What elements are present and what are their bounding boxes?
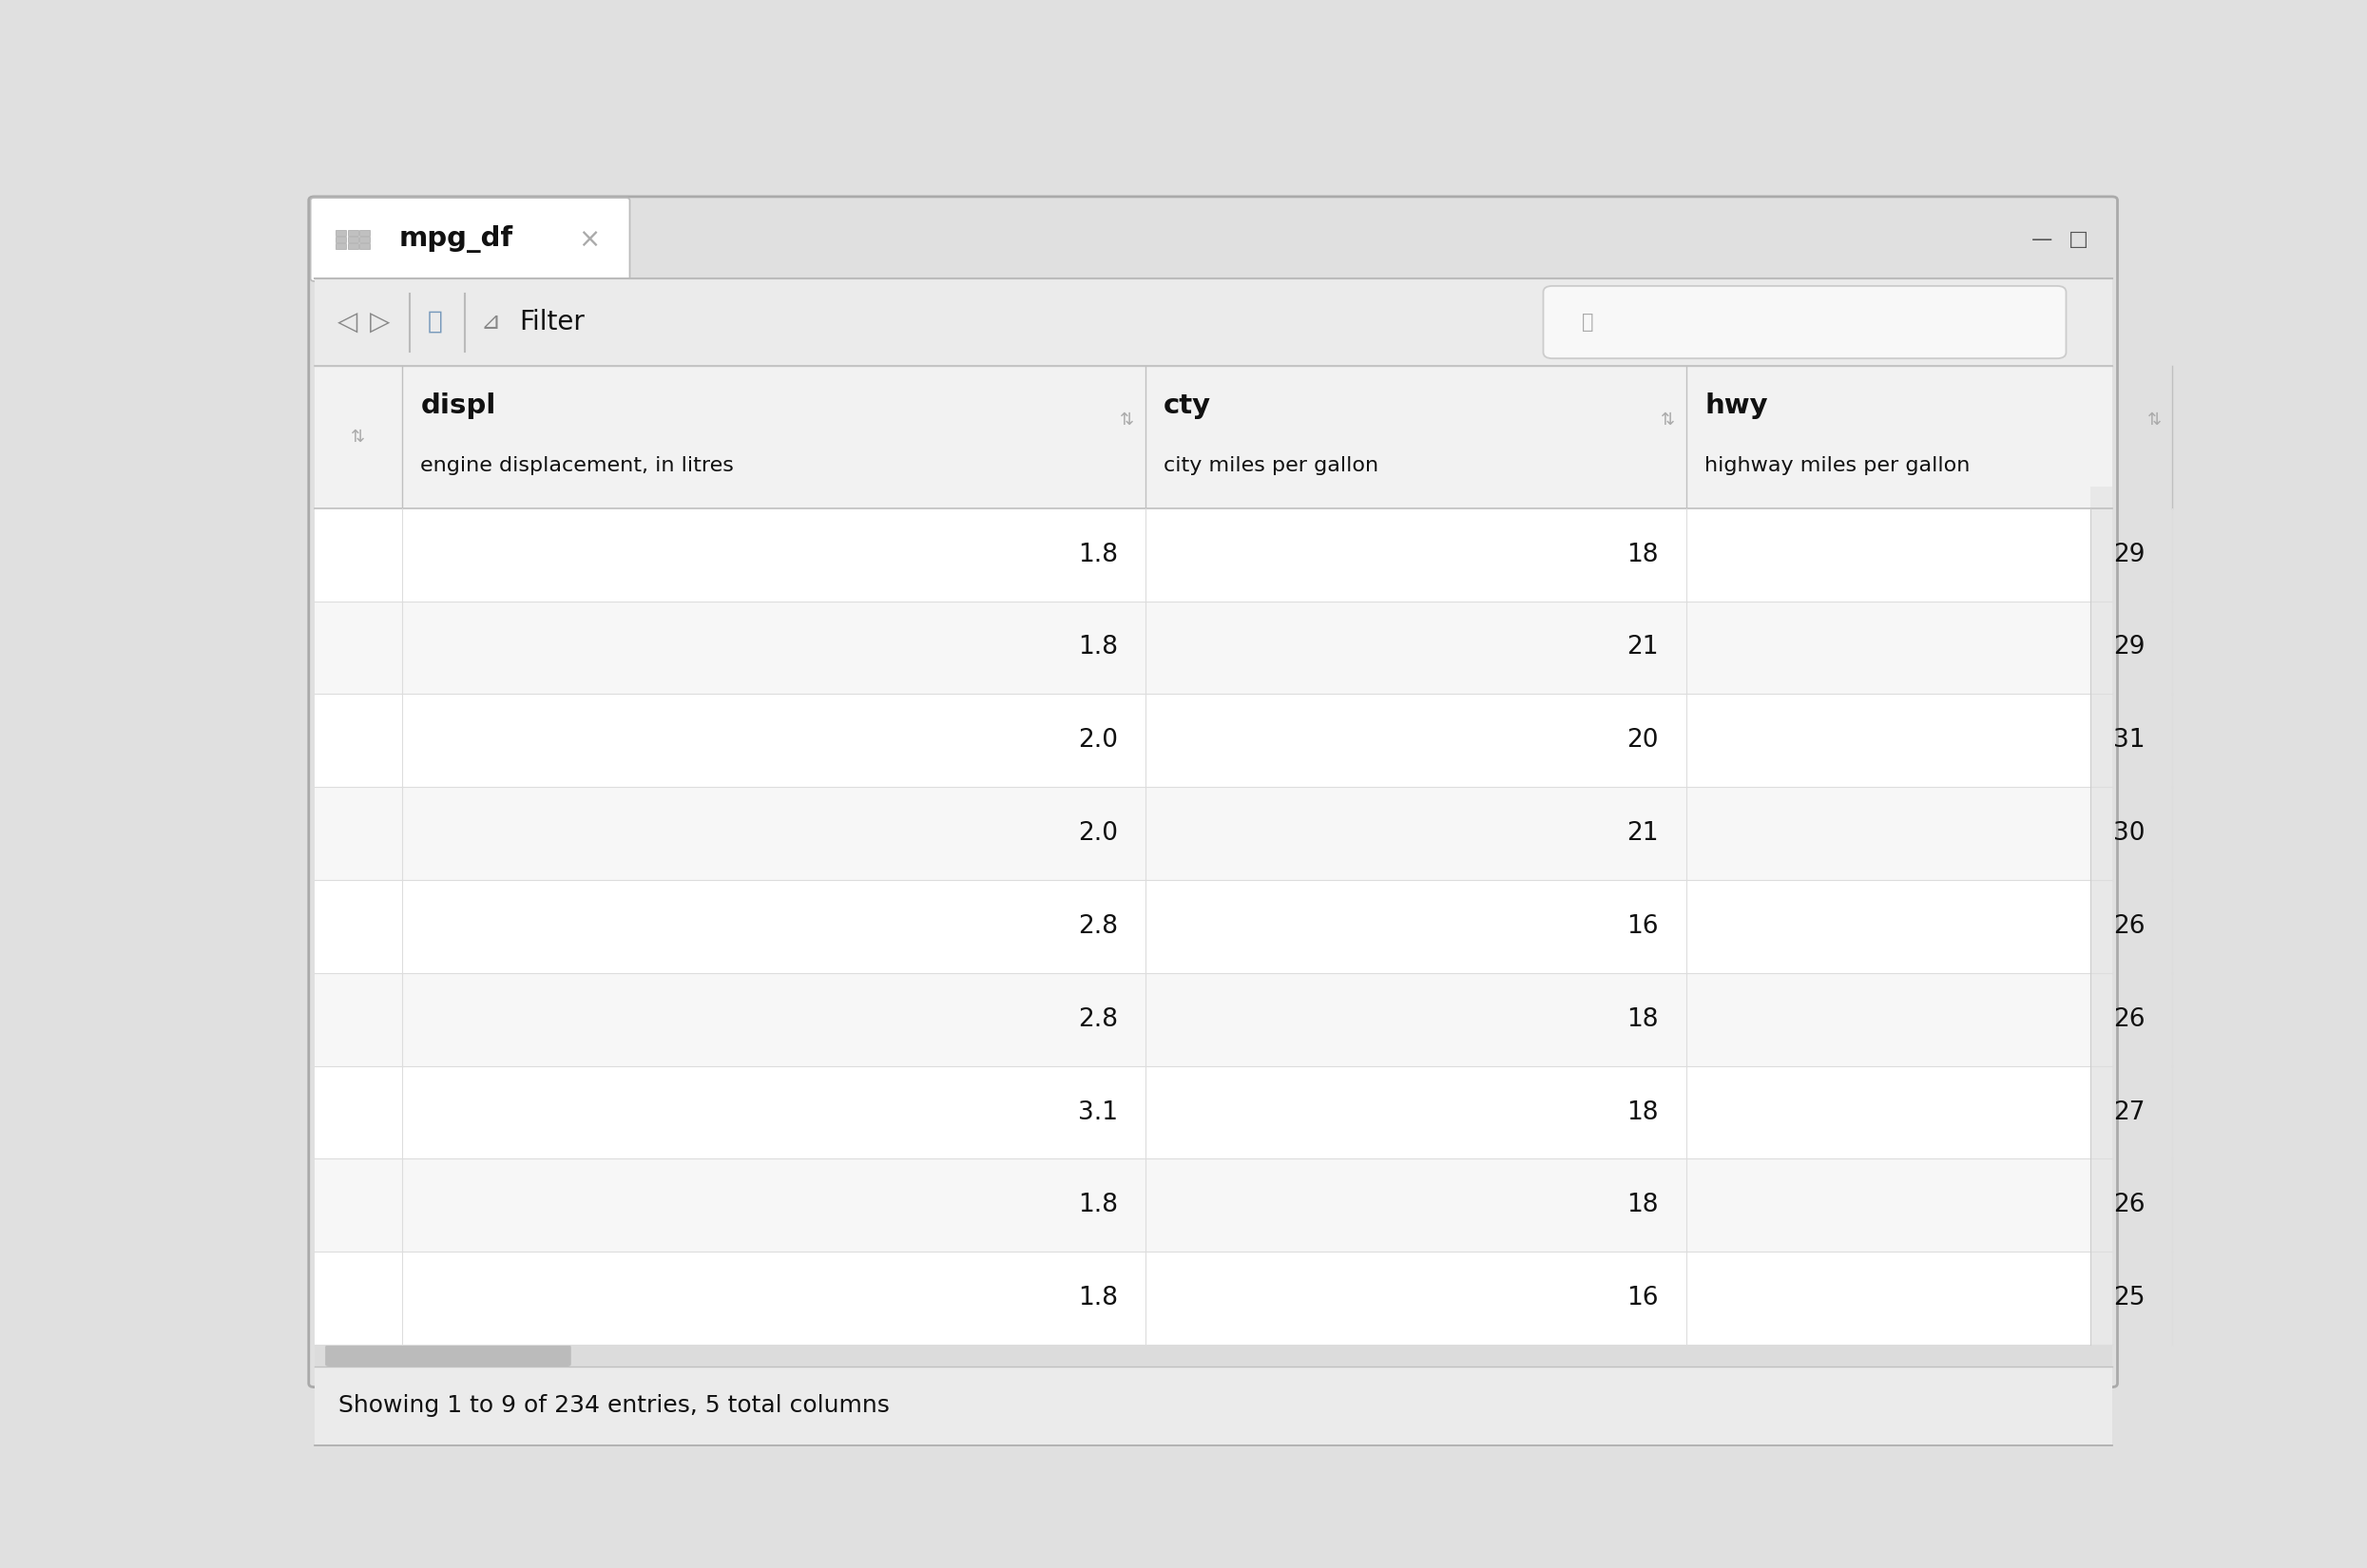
Bar — [360, 243, 369, 249]
Bar — [336, 243, 346, 249]
Text: highway miles per gallon: highway miles per gallon — [1704, 456, 1969, 475]
Text: 1.8: 1.8 — [1077, 1193, 1117, 1218]
Text: 2.0: 2.0 — [1077, 728, 1117, 753]
Text: 2.0: 2.0 — [1077, 822, 1117, 845]
Text: Filter: Filter — [521, 309, 585, 336]
Text: 26: 26 — [2114, 1007, 2145, 1032]
Text: cty: cty — [1165, 392, 1212, 419]
Bar — [315, 972, 2111, 1066]
Text: 30: 30 — [2114, 822, 2145, 845]
Text: 🔍: 🔍 — [1581, 312, 1593, 332]
Bar — [315, 1345, 2111, 1367]
Text: □: □ — [2069, 230, 2090, 249]
Text: city miles per gallon: city miles per gallon — [1165, 456, 1378, 475]
Text: Showing 1 to 9 of 234 entries, 5 total columns: Showing 1 to 9 of 234 entries, 5 total c… — [338, 1394, 890, 1417]
Bar — [348, 243, 357, 249]
Bar — [315, 787, 2111, 880]
Text: 1.8: 1.8 — [1077, 543, 1117, 568]
Text: 18: 18 — [1626, 1007, 1659, 1032]
Text: 31: 31 — [2114, 728, 2145, 753]
Text: 2.8: 2.8 — [1077, 1007, 1117, 1032]
Bar — [315, 1251, 2111, 1345]
Text: 20: 20 — [1626, 728, 1659, 753]
Text: engine displacement, in litres: engine displacement, in litres — [421, 456, 734, 475]
Text: ⤢: ⤢ — [428, 310, 443, 334]
Bar — [315, 1066, 2111, 1159]
Bar — [315, 1159, 2111, 1251]
Text: ⇅: ⇅ — [1662, 411, 1676, 428]
Text: 29: 29 — [2114, 543, 2145, 568]
Bar — [360, 230, 369, 235]
Bar — [315, 201, 625, 279]
Bar — [2090, 486, 2111, 1345]
Text: 3.1: 3.1 — [1077, 1101, 1117, 1124]
Bar — [348, 230, 357, 235]
Text: mpg_df: mpg_df — [398, 226, 514, 254]
Bar — [315, 508, 2111, 601]
Bar — [315, 880, 2111, 972]
Text: ⊿: ⊿ — [481, 310, 499, 334]
Text: 1.8: 1.8 — [1077, 635, 1117, 660]
Text: hwy: hwy — [1704, 392, 1768, 419]
Text: 29: 29 — [2114, 635, 2145, 660]
FancyBboxPatch shape — [324, 1345, 570, 1367]
Text: ⇅: ⇅ — [2147, 411, 2161, 428]
Bar — [315, 279, 2111, 365]
FancyBboxPatch shape — [1543, 285, 2066, 359]
Bar — [315, 601, 2111, 695]
Bar — [315, 1367, 2111, 1446]
Bar — [315, 695, 2111, 787]
Text: 21: 21 — [1626, 822, 1659, 845]
Bar — [348, 237, 357, 241]
Text: 21: 21 — [1626, 635, 1659, 660]
FancyBboxPatch shape — [308, 196, 2118, 1388]
Text: 1.8: 1.8 — [1077, 1286, 1117, 1311]
Text: 25: 25 — [2114, 1286, 2145, 1311]
Text: ◁: ◁ — [336, 309, 357, 336]
Text: ⇅: ⇅ — [350, 428, 365, 445]
Text: 18: 18 — [1626, 1193, 1659, 1218]
Bar — [336, 230, 346, 235]
Text: 26: 26 — [2114, 914, 2145, 939]
Bar — [315, 365, 2111, 508]
Text: 26: 26 — [2114, 1193, 2145, 1218]
Text: ⇅: ⇅ — [1120, 411, 1134, 428]
Text: ×: × — [578, 226, 601, 252]
Text: ▷: ▷ — [369, 309, 391, 336]
Text: 27: 27 — [2114, 1101, 2145, 1124]
Text: 16: 16 — [1626, 914, 1659, 939]
Text: 2.8: 2.8 — [1077, 914, 1117, 939]
FancyBboxPatch shape — [310, 198, 630, 281]
Text: 18: 18 — [1626, 543, 1659, 568]
Bar — [336, 237, 346, 241]
Text: 18: 18 — [1626, 1101, 1659, 1124]
Bar — [360, 237, 369, 241]
Text: —: — — [2031, 230, 2052, 249]
Text: 16: 16 — [1626, 1286, 1659, 1311]
Text: displ: displ — [421, 392, 497, 419]
